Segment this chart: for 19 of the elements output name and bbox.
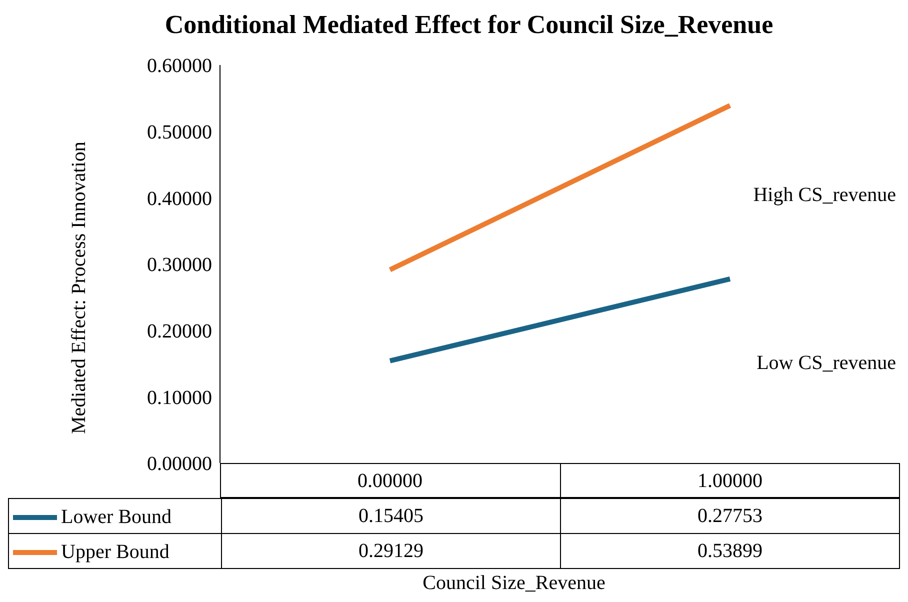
y-tick-label: 0.40000: [147, 188, 212, 210]
y-tick-label: 0.50000: [147, 121, 212, 144]
data-label: 0.15405: [222, 498, 560, 534]
y-tick-label: 0.10000: [147, 386, 212, 409]
y-tick-label: 0.00000: [147, 453, 212, 476]
y-tick-label: 0.20000: [147, 320, 212, 342]
data-label: 0.53899: [560, 534, 900, 568]
x-tick-label: 1.00000: [698, 470, 762, 492]
chart-title: Conditional Mediated Effect for Council Size_Revenue: [164, 9, 774, 41]
y-tick-label: 0.60000: [147, 55, 212, 78]
data-label: 0.29129: [222, 534, 560, 568]
annotation: High CS_revenue: [753, 184, 896, 208]
legend-label: Lower Bound: [60, 506, 172, 529]
annotation: Low CS_revenue: [756, 352, 896, 375]
x-axis-title: Council Size_Revenue: [422, 571, 606, 595]
y-tick-label: 0.30000: [147, 254, 212, 276]
data-label: 0.27753: [560, 498, 900, 534]
y-axis-title: Mediated Effect: Process Innovation: [68, 142, 90, 434]
legend-label: Upper Bound: [60, 541, 170, 564]
